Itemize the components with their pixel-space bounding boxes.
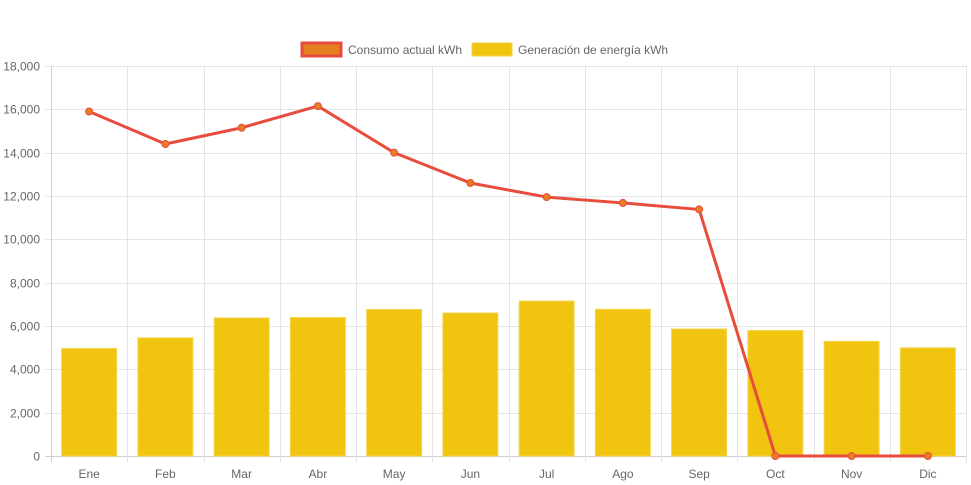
point-consumo bbox=[542, 193, 551, 202]
legend-swatch-consumo bbox=[300, 41, 343, 58]
line-path-consumo bbox=[88, 104, 928, 458]
grid bbox=[45, 66, 967, 462]
point-consumo bbox=[85, 107, 94, 116]
y-axis: 0 2,000 4,000 6,000 8,000 10,000 12,000 14,000 1… bbox=[3, 60, 40, 464]
y-tick-label: 2,000 bbox=[10, 407, 40, 421]
point-consumo bbox=[313, 102, 322, 111]
point-consumo bbox=[618, 198, 627, 207]
point-consumo bbox=[161, 140, 170, 148]
y-tick-label: 4,000 bbox=[10, 363, 40, 377]
bar-generacion bbox=[61, 348, 118, 457]
point-consumo bbox=[237, 123, 246, 132]
x-tick-label: Dic bbox=[919, 467, 936, 481]
x-tick-label: May bbox=[383, 467, 406, 481]
x-tick-label: Mar bbox=[231, 467, 252, 481]
x-tick-label: Oct bbox=[766, 467, 785, 481]
line-consumo bbox=[85, 102, 932, 460]
y-tick-label: 0 bbox=[33, 450, 40, 464]
bar-generacion bbox=[137, 337, 194, 457]
y-tick-label: 6,000 bbox=[10, 320, 40, 334]
bar-generacion bbox=[213, 317, 270, 457]
bar-generacion bbox=[823, 340, 880, 457]
legend: Consumo actual kWh Generación de energía… bbox=[300, 41, 668, 58]
legend-item-consumo[interactable]: Consumo actual kWh bbox=[300, 41, 462, 58]
x-tick-label: Feb bbox=[155, 467, 176, 481]
bar-generacion bbox=[671, 328, 728, 457]
x-tick-label: Jul bbox=[539, 467, 554, 481]
x-tick-label: Sep bbox=[688, 467, 710, 481]
bar-generacion bbox=[899, 347, 956, 457]
x-tick-label: Jun bbox=[461, 467, 480, 481]
point-consumo bbox=[847, 452, 856, 460]
legend-label-consumo: Consumo actual kWh bbox=[348, 43, 462, 57]
y-tick-label: 16,000 bbox=[3, 103, 40, 117]
x-tick-label: Ago bbox=[612, 467, 634, 481]
point-consumo bbox=[466, 179, 475, 187]
y-tick-label: 18,000 bbox=[3, 60, 40, 74]
y-tick-label: 14,000 bbox=[3, 147, 40, 161]
legend-item-generacion[interactable]: Generación de energía kWh bbox=[471, 42, 668, 57]
x-tick-label: Nov bbox=[841, 467, 862, 481]
y-tick-label: 12,000 bbox=[3, 190, 40, 204]
point-consumo bbox=[923, 452, 932, 460]
point-consumo bbox=[390, 148, 399, 157]
legend-label-generacion: Generación de energía kWh bbox=[518, 43, 668, 57]
bars-generacion bbox=[61, 300, 956, 457]
x-axis: Ene Feb Mar Abr May Jun Jul Ago Sep Oct Nov Dic bbox=[78, 467, 936, 481]
y-tick-label: 10,000 bbox=[3, 233, 40, 247]
point-consumo bbox=[771, 452, 780, 460]
x-tick-label: Abr bbox=[309, 467, 328, 481]
bar-generacion bbox=[518, 300, 575, 457]
bar-generacion bbox=[289, 317, 346, 457]
x-tick-label: Ene bbox=[78, 467, 100, 481]
bar-generacion bbox=[366, 309, 423, 457]
y-tick-label: 8,000 bbox=[10, 277, 40, 291]
bar-generacion bbox=[442, 312, 499, 457]
point-consumo bbox=[695, 205, 704, 214]
bar-generacion bbox=[594, 308, 651, 457]
legend-swatch-generacion bbox=[471, 42, 513, 57]
